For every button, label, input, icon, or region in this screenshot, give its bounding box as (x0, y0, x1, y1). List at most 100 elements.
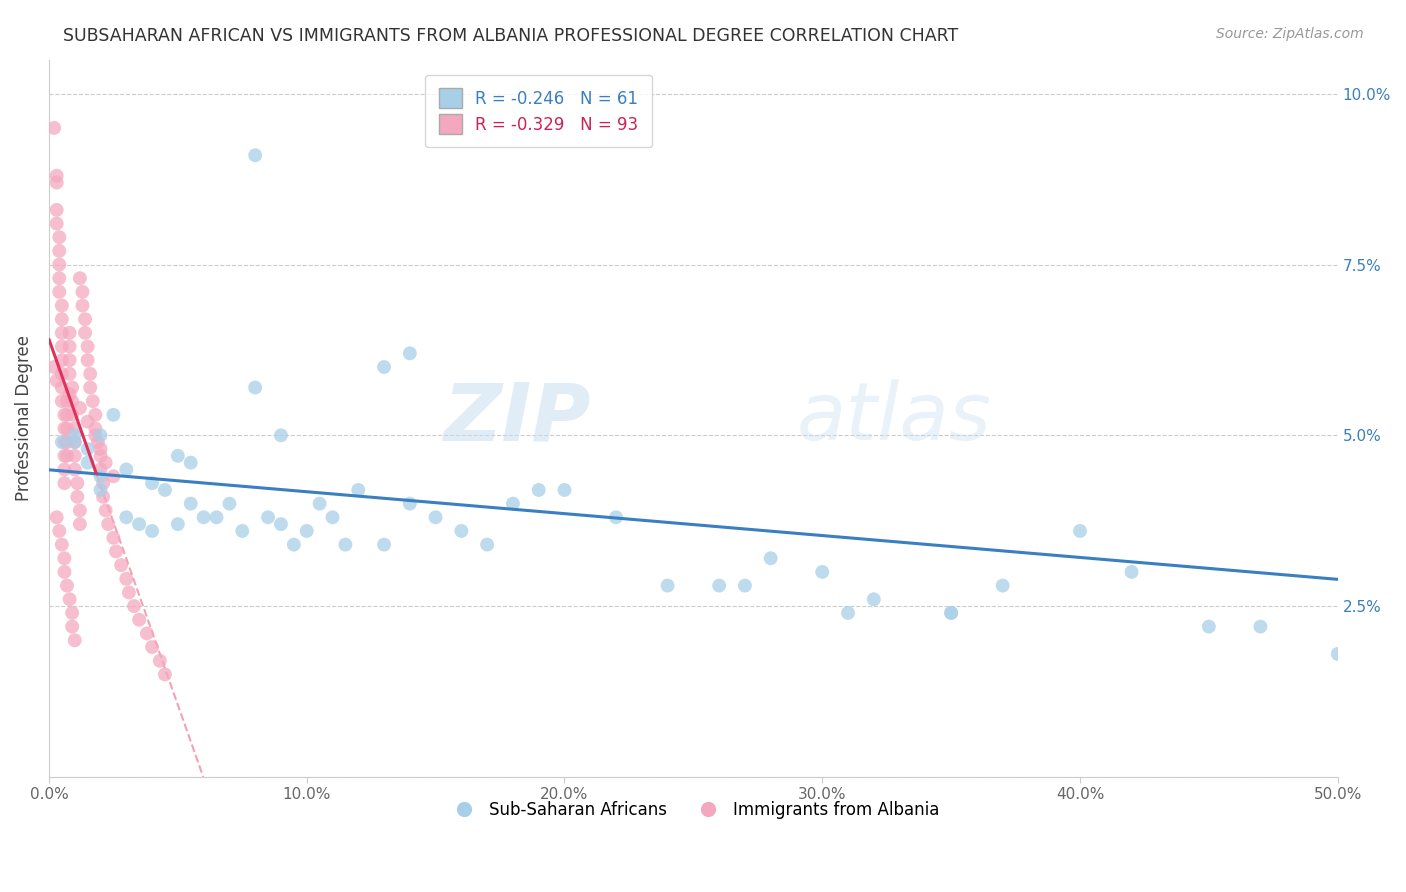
Point (373, 538, 395, 552)
Point (657, 578, 679, 592)
Point (398, 346, 420, 360)
Point (53, 449, 76, 463)
Point (425, 510, 447, 524)
Point (166, 517, 188, 532)
Point (122, 599, 145, 613)
Point (58, 326, 80, 340)
Point (63, 462, 86, 476)
Point (89, 442, 111, 456)
Point (51, 380, 73, 394)
Point (60, 619, 83, 633)
Point (58, 339, 80, 353)
Point (63, 449, 86, 463)
Point (51, 339, 73, 353)
Point (48, 524, 70, 538)
Point (58, 367, 80, 381)
Point (79, 380, 101, 394)
Point (69, 517, 91, 532)
Point (141, 640, 163, 654)
Point (939, 606, 962, 620)
Point (45, 374, 67, 388)
Point (63, 435, 86, 450)
Point (51, 435, 73, 450)
Legend: Sub-Saharan Africans, Immigrants from Albania: Sub-Saharan Africans, Immigrants from Al… (440, 795, 946, 826)
Point (837, 606, 859, 620)
Point (76, 353, 98, 368)
Point (128, 517, 150, 532)
Point (51, 394, 73, 409)
Point (48, 271, 70, 285)
Point (141, 524, 163, 538)
Point (69, 503, 91, 517)
Point (53, 435, 76, 450)
Point (1249, 619, 1271, 633)
Point (103, 408, 125, 422)
Point (89, 469, 111, 483)
Point (91, 476, 114, 491)
Point (475, 538, 498, 552)
Point (53, 421, 76, 435)
Point (51, 326, 73, 340)
Point (321, 510, 343, 524)
Point (60, 408, 83, 422)
Point (605, 510, 627, 524)
Point (373, 359, 395, 374)
Point (502, 497, 524, 511)
Text: SUBSAHARAN AFRICAN VS IMMIGRANTS FROM ALBANIA PROFESSIONAL DEGREE CORRELATION CH: SUBSAHARAN AFRICAN VS IMMIGRANTS FROM AL… (63, 27, 959, 45)
Point (862, 592, 884, 607)
Point (193, 510, 215, 524)
Point (48, 258, 70, 272)
Point (180, 497, 202, 511)
Point (82, 394, 104, 409)
Point (1198, 619, 1220, 633)
Point (103, 469, 125, 483)
Point (89, 428, 111, 442)
Point (76, 456, 98, 470)
Point (153, 483, 176, 497)
Point (63, 633, 86, 648)
Point (87, 435, 110, 450)
Point (180, 456, 202, 470)
Point (56, 578, 79, 592)
Point (66, 490, 89, 504)
Point (243, 148, 266, 162)
Point (66, 476, 89, 491)
Point (115, 510, 138, 524)
Point (63, 435, 86, 450)
Point (51, 299, 73, 313)
Point (1069, 524, 1091, 538)
Point (811, 565, 834, 579)
Point (84, 421, 107, 435)
Point (48, 244, 70, 258)
Point (56, 435, 79, 450)
Point (335, 538, 357, 552)
Point (707, 578, 730, 592)
Point (347, 483, 370, 497)
Point (1121, 565, 1143, 579)
Point (76, 339, 98, 353)
Point (295, 524, 318, 538)
Point (91, 490, 114, 504)
Point (51, 312, 73, 326)
Point (939, 606, 962, 620)
Point (45, 176, 67, 190)
Point (76, 442, 98, 456)
Point (51, 353, 73, 368)
Point (97, 517, 120, 532)
Point (118, 585, 141, 599)
Point (69, 271, 91, 285)
Point (84, 408, 107, 422)
Point (1326, 647, 1348, 661)
Point (45, 202, 67, 217)
Point (63, 421, 86, 435)
Point (73, 312, 96, 326)
Point (51, 367, 73, 381)
Point (89, 483, 111, 497)
Point (308, 497, 330, 511)
Point (60, 606, 83, 620)
Point (53, 476, 76, 491)
Text: ZIP: ZIP (443, 379, 591, 458)
Point (56, 421, 79, 435)
Point (398, 497, 420, 511)
Point (115, 462, 138, 476)
